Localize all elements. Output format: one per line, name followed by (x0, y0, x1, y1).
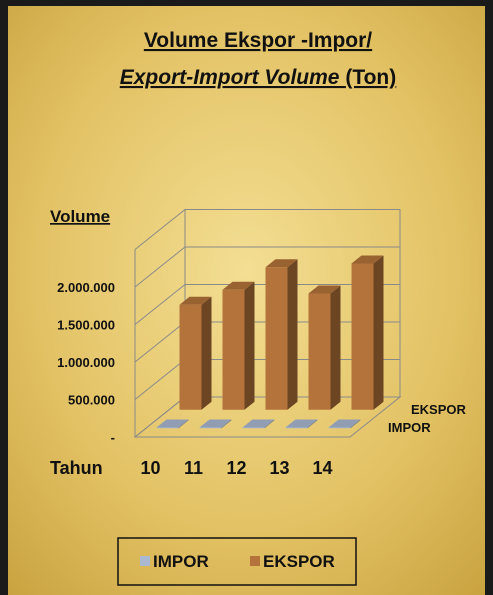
legend-label: IMPOR (153, 552, 209, 571)
bar-front (156, 427, 179, 429)
bar-front (285, 427, 308, 429)
bar-top (222, 281, 255, 290)
grid-line (134, 246, 400, 288)
bar (328, 419, 361, 429)
bar-top (328, 419, 361, 428)
bar-top (242, 419, 275, 428)
bar-top (199, 419, 232, 428)
x-tick-label: 10 (140, 458, 160, 478)
bar-top (179, 296, 212, 305)
y-tick-label: 2.000.000 (57, 280, 115, 295)
legend-swatch (140, 556, 150, 566)
bar-side (178, 419, 189, 429)
bar-front (351, 263, 374, 410)
bar-side (244, 281, 255, 410)
legend-swatch (250, 556, 260, 566)
bar-top (351, 255, 384, 264)
y-tick-label: - (111, 430, 115, 445)
bar (222, 281, 255, 410)
bar-front (222, 289, 245, 410)
bar (156, 419, 189, 429)
bar-top (308, 285, 341, 294)
bar (242, 419, 275, 429)
bar-side (373, 255, 384, 410)
bar (265, 259, 298, 410)
bar (285, 419, 318, 429)
legend-box (117, 537, 357, 586)
bar (351, 255, 384, 410)
bar-side (307, 419, 318, 429)
chart-subtitle: Export-Import Volume (Ton) (120, 66, 397, 89)
x-tick-label: 11 (184, 458, 203, 478)
bar-side (221, 419, 232, 429)
depth-label: IMPOR (388, 420, 431, 435)
x-tick-label: 12 (226, 458, 246, 478)
bar-top (156, 419, 189, 428)
bar-side (201, 296, 212, 410)
bar-front (242, 427, 265, 429)
top-grid-left (134, 209, 186, 250)
bar-front (265, 267, 288, 410)
bar-side (264, 419, 275, 429)
bar-side (287, 259, 298, 410)
bar-top (265, 259, 298, 268)
bar-front (328, 427, 351, 429)
y-axis-label: Volume (50, 207, 110, 226)
y-tick-label: 500.000 (68, 393, 115, 408)
y-tick-label: 1.000.000 (57, 355, 115, 370)
grid-line (134, 284, 400, 325)
bar-front (179, 304, 202, 410)
bar-front (199, 427, 222, 429)
subtitle-unit: (Ton) (345, 66, 396, 89)
subtitle-italic: Export-Import Volume (120, 66, 340, 89)
x-tick-label: 13 (269, 458, 289, 478)
depth-label: EKSPOR (411, 402, 467, 417)
x-axis-label: Tahun (50, 458, 103, 478)
chart-title: Volume Ekspor -Impor/ (144, 29, 372, 52)
y-tick-label: 1.500.000 (57, 318, 115, 333)
bar (179, 296, 212, 410)
x-tick-label: 14 (312, 458, 332, 478)
bar (199, 419, 232, 429)
legend-label: EKSPOR (263, 552, 335, 571)
bar-front (308, 293, 331, 410)
bar-top (285, 419, 318, 428)
bar-side (350, 419, 361, 429)
bar-side (330, 285, 341, 410)
bar (308, 285, 341, 410)
